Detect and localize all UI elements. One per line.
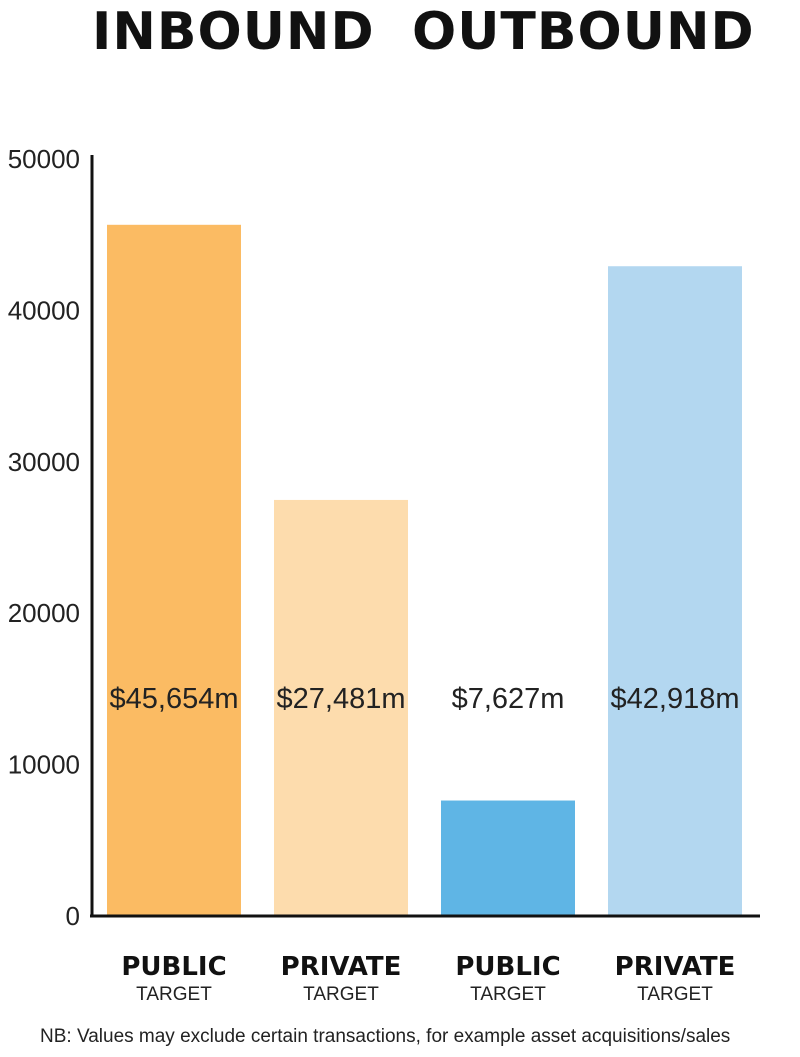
inbound-heading: INBOUND <box>92 2 375 62</box>
bar-value-label: $42,918m <box>611 683 740 715</box>
y-axis-ticks: 0 10000 20000 30000 40000 50000 <box>8 144 80 931</box>
category-label: PRIVATE <box>281 952 402 982</box>
bar <box>107 224 241 916</box>
bars <box>107 224 742 917</box>
outbound-heading: OUTBOUND <box>412 2 755 62</box>
data-labels: $45,654m $27,481m $7,627m $42,918m <box>110 683 740 715</box>
bar-value-label: $45,654m <box>110 683 239 715</box>
category-label: PUBLIC <box>121 952 226 982</box>
bar <box>274 499 408 916</box>
y-tick-label: 20000 <box>8 598 80 628</box>
y-tick-label: 10000 <box>8 750 80 780</box>
y-tick-label: 50000 <box>8 144 80 174</box>
y-tick-label: 40000 <box>8 295 80 325</box>
category-sublabel: TARGET <box>136 984 212 1005</box>
bar <box>441 800 575 916</box>
category-label: PUBLIC <box>455 952 560 982</box>
footnote: NB: Values may exclude certain transacti… <box>40 1026 731 1047</box>
bar <box>608 266 742 917</box>
y-tick-label: 0 <box>66 901 80 931</box>
y-tick-label: 30000 <box>8 447 80 477</box>
bar-value-label: $7,627m <box>452 683 565 715</box>
bar-value-label: $27,481m <box>277 683 406 715</box>
category-sublabel: TARGET <box>303 984 379 1005</box>
category-label: PRIVATE <box>615 952 736 982</box>
category-sublabel: TARGET <box>470 984 546 1005</box>
category-sublabel: TARGET <box>637 984 713 1005</box>
category-labels: PUBLICTARGETPRIVATETARGETPUBLICTARGETPRI… <box>121 952 735 1005</box>
